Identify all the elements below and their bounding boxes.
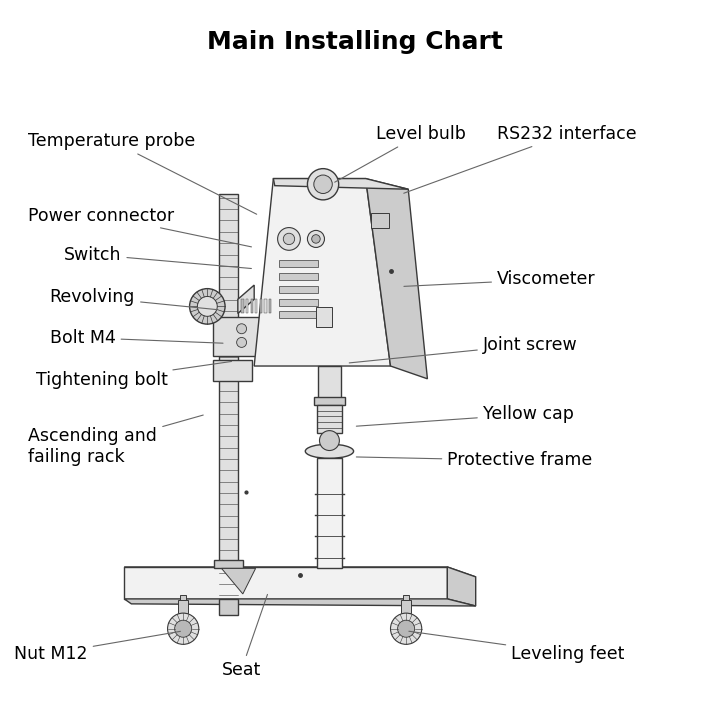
Text: Power connector: Power connector bbox=[28, 207, 251, 247]
Bar bbox=[317, 405, 342, 433]
Text: Yellow cap: Yellow cap bbox=[356, 405, 574, 426]
Bar bbox=[403, 595, 409, 601]
Circle shape bbox=[320, 430, 339, 450]
Bar bbox=[219, 599, 238, 614]
Circle shape bbox=[283, 233, 295, 245]
Bar bbox=[255, 300, 258, 313]
Bar bbox=[178, 601, 188, 613]
Circle shape bbox=[398, 620, 415, 637]
Bar bbox=[316, 307, 332, 327]
Text: Seat: Seat bbox=[222, 594, 268, 679]
Polygon shape bbox=[447, 567, 476, 606]
Text: Bolt M4: Bolt M4 bbox=[50, 329, 223, 347]
Circle shape bbox=[190, 289, 225, 324]
Polygon shape bbox=[222, 568, 256, 594]
Circle shape bbox=[197, 297, 217, 316]
Bar bbox=[318, 366, 341, 398]
Text: Viscometer: Viscometer bbox=[404, 270, 596, 288]
Polygon shape bbox=[254, 179, 390, 366]
Circle shape bbox=[307, 169, 339, 200]
Bar bbox=[251, 300, 253, 313]
Text: Joint screw: Joint screw bbox=[349, 336, 577, 363]
Bar bbox=[279, 311, 318, 318]
Text: Tightening bolt: Tightening bolt bbox=[36, 362, 231, 389]
Bar bbox=[219, 194, 238, 596]
Circle shape bbox=[236, 337, 246, 347]
Bar bbox=[246, 300, 248, 313]
Bar bbox=[279, 286, 318, 293]
Polygon shape bbox=[273, 179, 408, 189]
Bar bbox=[317, 458, 342, 568]
Text: Revolving: Revolving bbox=[50, 288, 217, 310]
Bar bbox=[269, 300, 271, 313]
Polygon shape bbox=[366, 179, 427, 379]
Bar bbox=[260, 300, 262, 313]
Text: Nut M12: Nut M12 bbox=[14, 631, 180, 663]
Circle shape bbox=[236, 324, 246, 334]
Bar bbox=[279, 299, 318, 306]
Bar bbox=[279, 260, 318, 267]
Bar bbox=[279, 273, 318, 280]
Polygon shape bbox=[124, 567, 447, 599]
Polygon shape bbox=[124, 599, 476, 606]
Ellipse shape bbox=[305, 444, 354, 458]
Bar bbox=[213, 317, 259, 356]
Bar bbox=[213, 360, 252, 381]
Bar bbox=[314, 397, 345, 405]
Circle shape bbox=[314, 175, 332, 194]
Bar bbox=[241, 300, 244, 313]
Text: Switch: Switch bbox=[64, 245, 251, 269]
Text: Protective frame: Protective frame bbox=[356, 451, 593, 470]
Circle shape bbox=[168, 613, 199, 644]
Text: Main Installing Chart: Main Installing Chart bbox=[207, 29, 503, 54]
Circle shape bbox=[278, 227, 300, 250]
Text: Temperature probe: Temperature probe bbox=[28, 132, 257, 214]
Circle shape bbox=[175, 620, 192, 637]
Bar bbox=[401, 601, 411, 613]
Bar bbox=[371, 212, 389, 228]
Bar bbox=[180, 595, 186, 601]
Circle shape bbox=[307, 230, 324, 247]
Polygon shape bbox=[238, 285, 254, 313]
Text: Ascending and
failing rack: Ascending and failing rack bbox=[28, 415, 203, 465]
Text: Level bulb: Level bulb bbox=[334, 125, 466, 182]
Text: RS232 interface: RS232 interface bbox=[404, 125, 637, 193]
Circle shape bbox=[391, 613, 422, 644]
Circle shape bbox=[312, 235, 320, 243]
Polygon shape bbox=[124, 567, 476, 577]
Bar bbox=[264, 300, 266, 313]
Bar bbox=[214, 560, 243, 568]
Text: Leveling feet: Leveling feet bbox=[409, 631, 625, 663]
